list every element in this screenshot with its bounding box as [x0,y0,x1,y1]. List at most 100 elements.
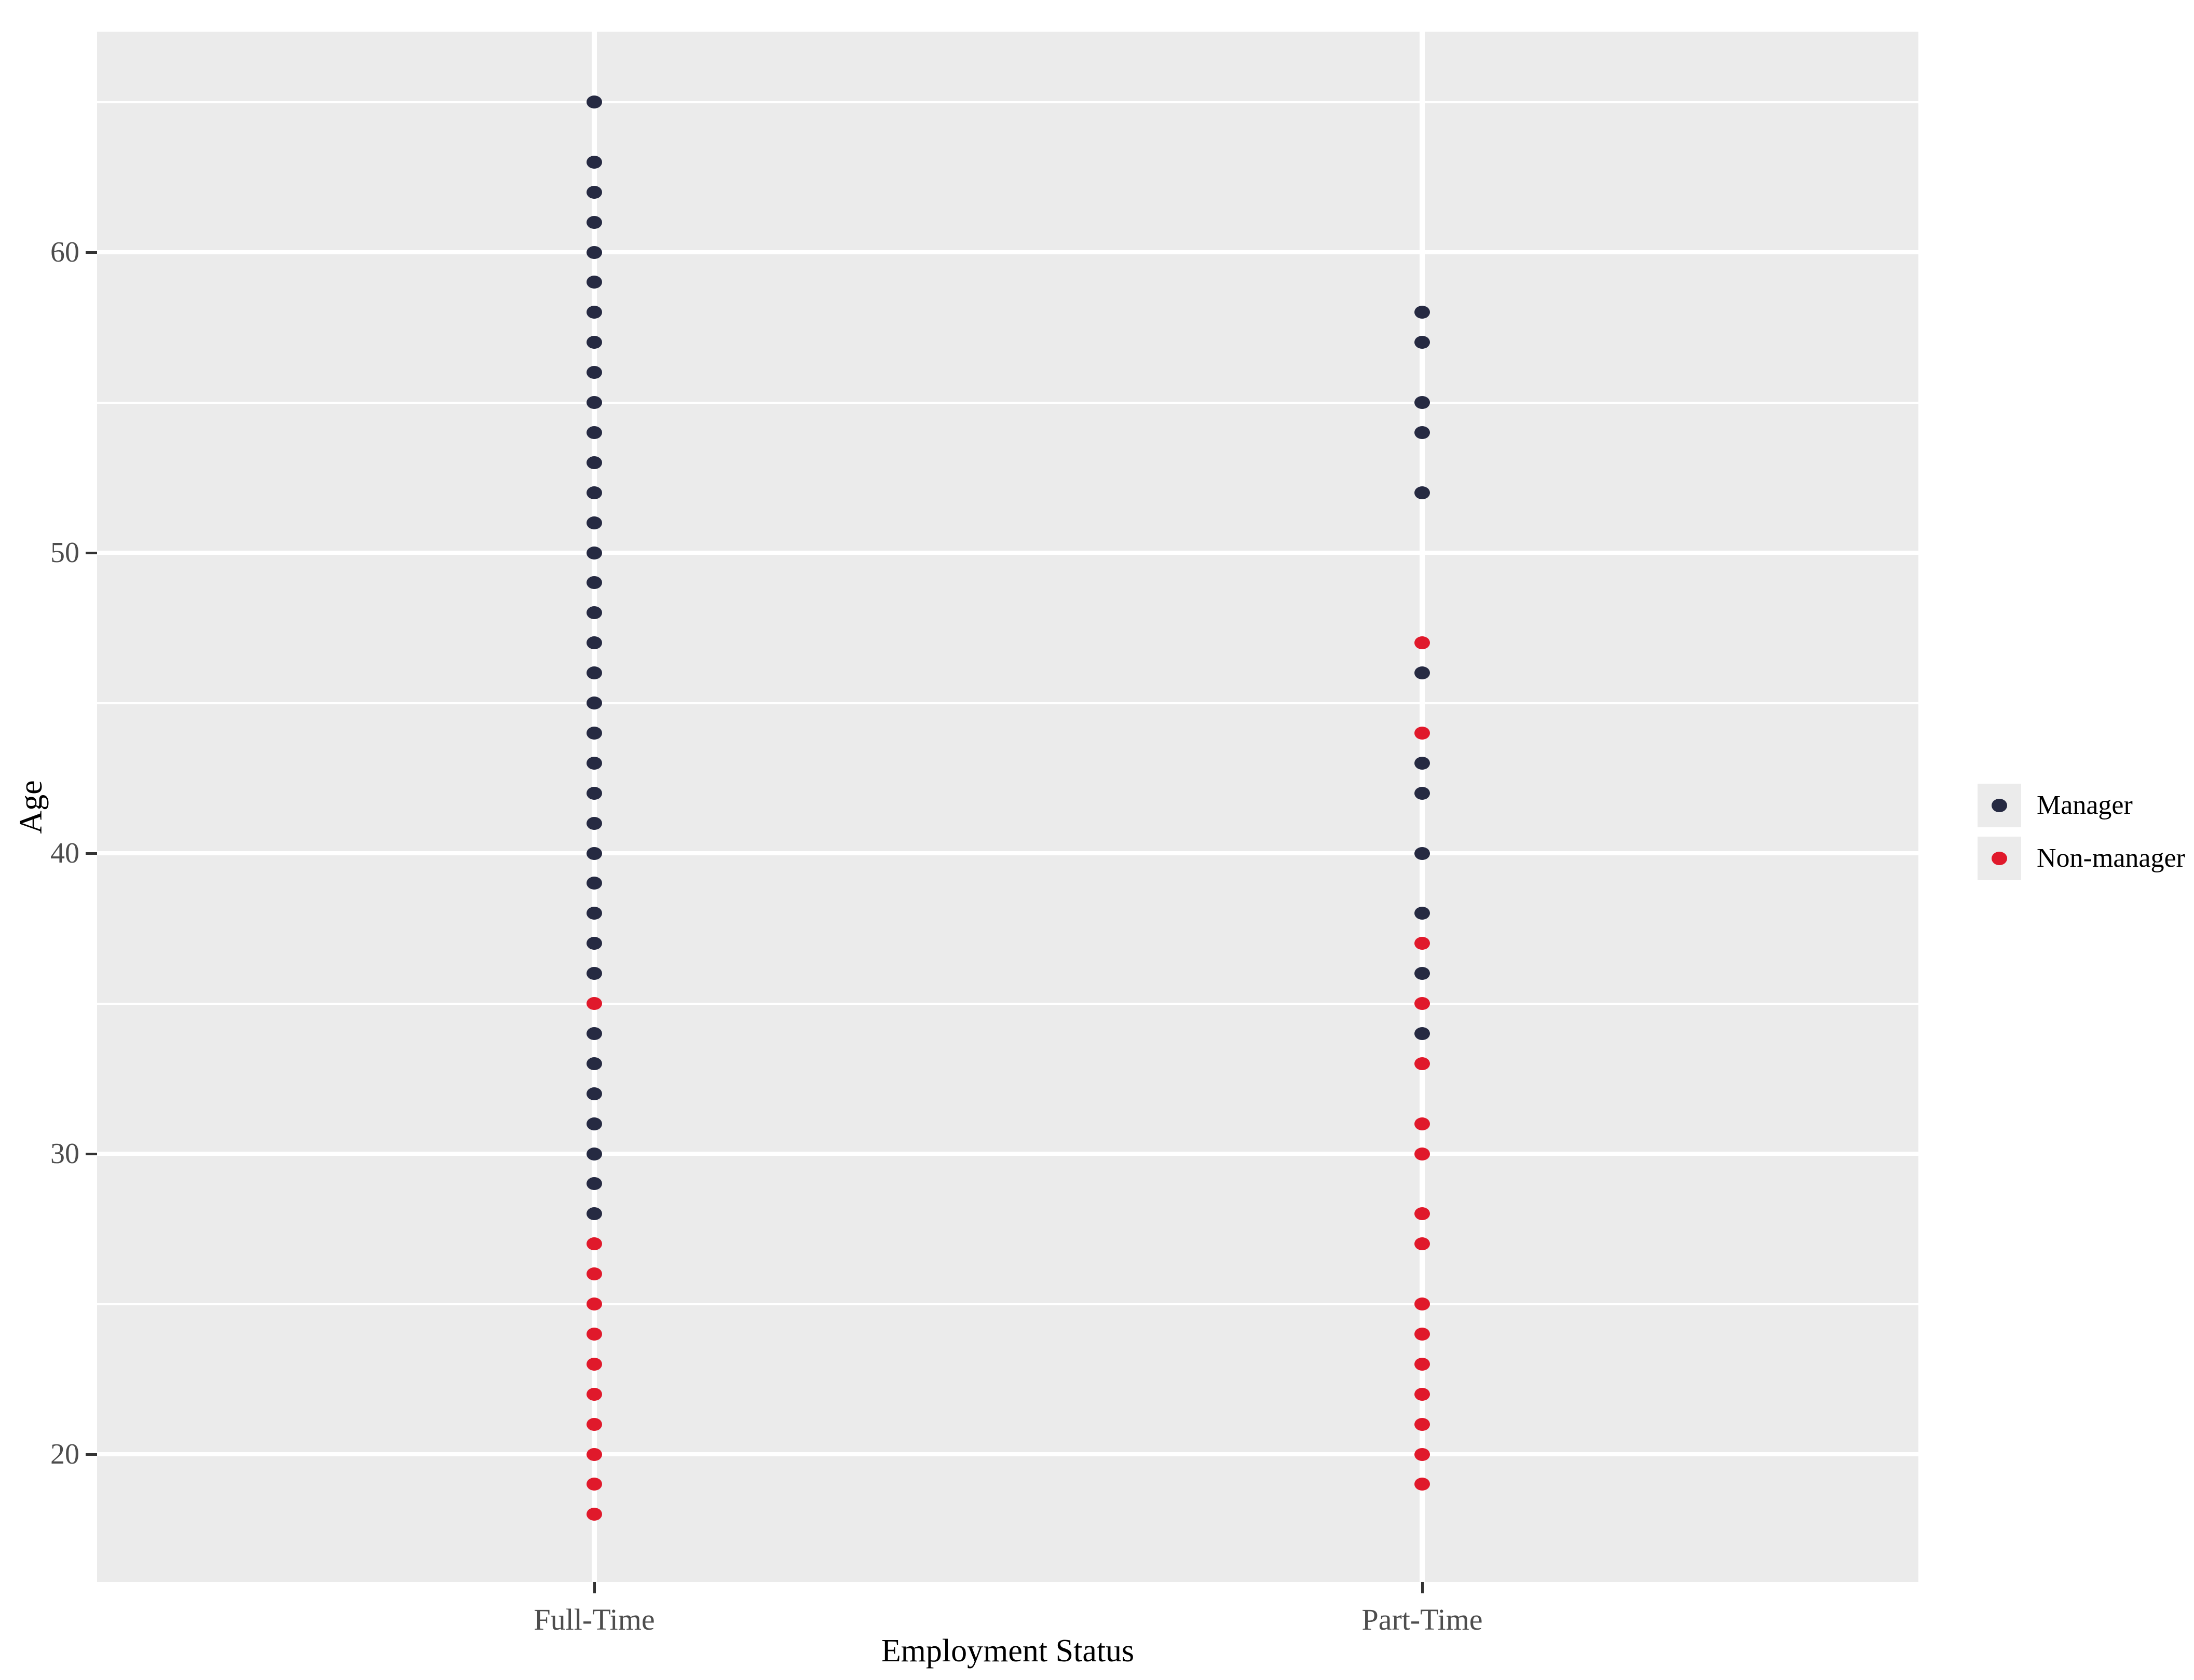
data-point [587,1357,602,1371]
data-point [1414,1147,1430,1160]
data-point [1414,1057,1430,1070]
legend-row: Manager [1978,784,2185,827]
y-tick-label: 60 [50,236,79,268]
data-point [587,756,602,770]
data-point [587,1267,602,1281]
y-tick-mark [86,251,97,254]
data-point [1414,1297,1430,1310]
x-tick-mark [593,1582,596,1593]
data-point [587,636,602,650]
legend-dot-icon [1992,852,2007,865]
data-point [587,366,602,379]
data-point [1414,1117,1430,1130]
data-point [587,1147,602,1160]
x-major-gridline [592,32,597,1582]
data-point [587,576,602,590]
y-minor-gridline [97,1303,1918,1305]
x-tick-label: Full-Time [534,1603,655,1636]
legend-dot-icon [1992,799,2007,812]
data-point [587,666,602,680]
data-point [587,1327,602,1341]
y-tick-mark [86,551,97,554]
data-point [1414,1447,1430,1461]
data-point [1414,1327,1430,1341]
y-minor-gridline [97,702,1918,704]
data-point [1414,1027,1430,1040]
legend-label: Manager [2037,790,2133,820]
data-point [1414,937,1430,950]
y-major-gridline [97,250,1918,254]
data-point [587,1027,602,1040]
data-point [587,1508,602,1521]
y-tick-label: 40 [50,837,79,869]
data-point [587,516,602,529]
y-minor-gridline [97,101,1918,103]
data-point [587,816,602,830]
x-tick-label: Part-Time [1361,1603,1483,1636]
data-point [1414,1387,1430,1401]
data-point [1414,1357,1430,1371]
data-point [587,1207,602,1221]
data-point [587,1087,602,1100]
data-point [587,1297,602,1310]
legend-row: Non-manager [1978,837,2185,880]
y-tick-label: 30 [50,1138,79,1170]
data-point [587,786,602,800]
data-point [1414,1417,1430,1431]
data-point [587,546,602,559]
data-point [1414,967,1430,980]
data-point [1414,306,1430,319]
data-point [587,486,602,499]
data-point [1414,486,1430,499]
plot-panel [97,32,1918,1582]
y-minor-gridline [97,401,1918,404]
data-point [587,907,602,920]
legend-key [1978,784,2021,827]
data-point [1414,1207,1430,1221]
data-point [587,155,602,169]
data-point [1414,907,1430,920]
data-point [587,1057,602,1070]
data-point [587,1237,602,1251]
data-point [1414,396,1430,409]
y-tick-label: 50 [50,537,79,569]
y-tick-mark [86,1152,97,1155]
y-major-gridline [97,851,1918,855]
data-point [587,396,602,409]
data-point [587,245,602,259]
data-point [587,426,602,439]
x-tick-mark [1421,1582,1424,1593]
data-point [1414,756,1430,770]
y-minor-gridline [97,1002,1918,1005]
data-point [1414,726,1430,740]
data-point [587,726,602,740]
data-point [587,846,602,860]
data-point [587,1117,602,1130]
y-axis-title: Age [13,780,49,834]
y-tick-mark [86,852,97,855]
data-point [587,185,602,199]
data-point [1414,1478,1430,1491]
data-point [1414,786,1430,800]
data-point [587,606,602,620]
data-point [1414,846,1430,860]
data-point [1414,336,1430,349]
data-point [587,336,602,349]
data-point [587,1387,602,1401]
y-major-gridline [97,551,1918,555]
data-point [1414,636,1430,650]
data-point [587,997,602,1010]
data-point [1414,666,1430,680]
y-tick-mark [86,1453,97,1456]
legend-key [1978,837,2021,880]
y-tick-label: 20 [50,1438,79,1470]
data-point [587,1177,602,1191]
data-point [587,95,602,108]
data-point [587,877,602,890]
data-point [1414,1237,1430,1251]
data-point [1414,426,1430,439]
data-point [587,1478,602,1491]
data-point [587,215,602,229]
data-point [587,937,602,950]
